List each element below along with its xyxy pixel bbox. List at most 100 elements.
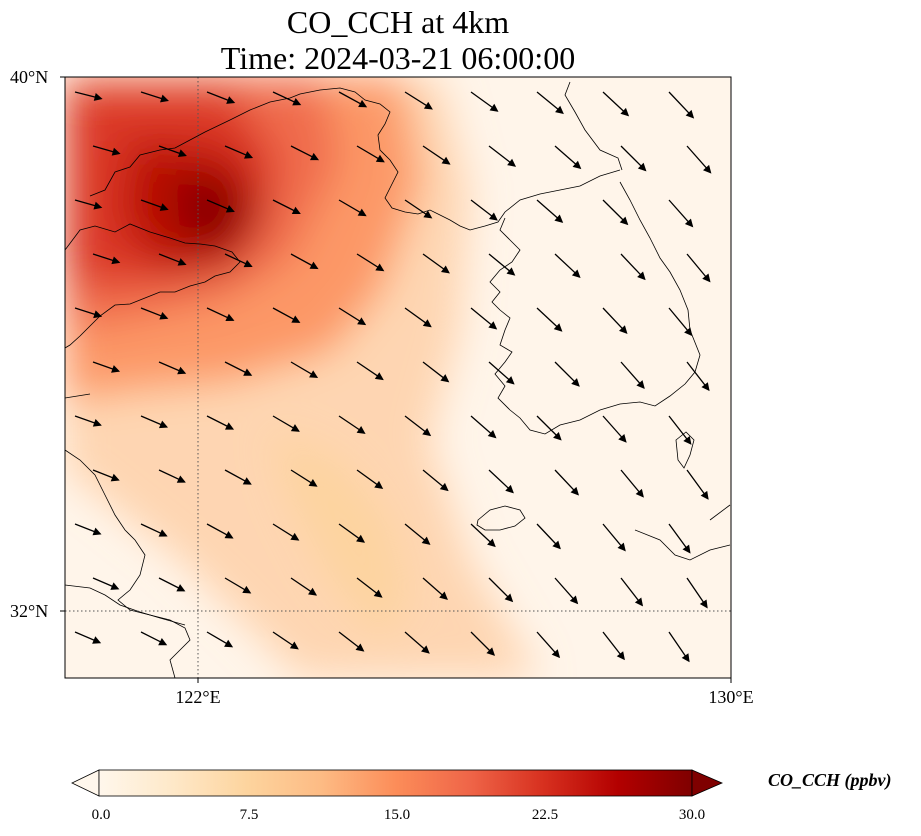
colorbar-tick-0: 0.0	[91, 807, 111, 823]
wind-arrow	[620, 145, 647, 172]
wind-arrow	[356, 577, 383, 598]
wind-arrow	[602, 415, 627, 443]
wind-arrow	[206, 523, 234, 539]
colorbar	[71, 769, 724, 797]
wind-arrow	[602, 199, 629, 226]
wind-arrow	[74, 523, 102, 536]
wind-arrow	[554, 469, 580, 496]
wind-arrow	[554, 577, 579, 605]
wind-arrow	[338, 307, 367, 326]
wind-arrow	[356, 469, 384, 489]
colorbar-label: CO_CCH (ppbv)	[768, 770, 892, 790]
lon-label-130: 130°E	[708, 687, 754, 707]
wind-arrow	[356, 361, 384, 381]
wind-arrow	[92, 253, 121, 265]
wind-arrow	[206, 199, 235, 213]
wind-arrow	[488, 361, 515, 385]
wind-arrow	[422, 469, 449, 492]
colorbar-tick-1: 7.5	[239, 807, 259, 823]
wind-arrow	[224, 577, 252, 594]
wind-arrow	[74, 631, 102, 644]
wind-arrow	[74, 91, 103, 101]
wind-arrow	[290, 145, 320, 161]
wind-arrow	[470, 307, 498, 330]
wind-arrow	[602, 91, 630, 117]
wind-arrow	[686, 361, 710, 392]
wind-arrow	[404, 307, 432, 328]
map-title: CO_CCH at 4km	[286, 4, 510, 40]
wind-arrow	[536, 415, 562, 441]
wind-arrow	[272, 415, 300, 432]
map-subtitle: Time: 2024-03-21 06:00:00	[220, 40, 576, 76]
wind-arrow	[668, 415, 692, 445]
wind-arrow	[404, 91, 433, 110]
wind-arrow	[686, 145, 712, 174]
wind-arrow	[272, 91, 302, 106]
wind-arrow	[488, 253, 516, 276]
wind-arrow	[404, 523, 431, 545]
wind-arrow	[338, 199, 367, 217]
wind-arrow	[290, 253, 319, 270]
wind-arrow	[686, 253, 711, 283]
wind-arrow	[290, 577, 318, 596]
map-plot-area	[65, 77, 731, 678]
wind-arrow	[74, 199, 103, 210]
wind-arrow	[668, 91, 695, 119]
wind-arrow	[140, 307, 169, 320]
lat-label-40: 40°N	[10, 67, 49, 87]
wind-arrow	[272, 631, 299, 650]
wind-arrow	[686, 577, 708, 609]
wind-arrow	[620, 361, 645, 389]
wind-arrow	[422, 253, 450, 274]
wind-arrow	[272, 523, 300, 541]
wind-arrow	[74, 307, 103, 319]
wind-arrow	[536, 199, 564, 223]
wind-arrow	[224, 361, 253, 376]
wind-arrow	[92, 145, 121, 156]
wind-arrow	[554, 145, 582, 170]
wind-arrow	[422, 145, 451, 165]
wind-arrow	[488, 145, 517, 167]
wind-arrow	[470, 91, 499, 112]
wind-arrow	[668, 631, 690, 663]
lon-label-122: 122°E	[175, 687, 221, 707]
wind-arrow	[620, 253, 646, 281]
wind-arrow	[536, 523, 561, 550]
wind-arrow	[224, 469, 252, 485]
wind-arrow	[158, 577, 186, 592]
coastlines	[65, 81, 731, 678]
wind-arrow	[602, 307, 628, 334]
wind-arrow	[158, 361, 187, 375]
wind-arrow	[206, 415, 235, 430]
wind-arrow	[224, 253, 253, 268]
wind-arrow	[488, 577, 514, 603]
colorbar-tick-3: 22.5	[531, 807, 559, 823]
wind-arrow	[158, 469, 186, 483]
wind-arrow	[668, 307, 693, 337]
colorbar-gradient	[98, 769, 693, 797]
wind-arrow	[338, 631, 365, 652]
colorbar-extend-max	[691, 769, 724, 797]
wind-arrow	[224, 145, 254, 159]
wind-arrow	[158, 253, 187, 266]
wind-vectors	[74, 91, 712, 663]
wind-arrow	[470, 199, 498, 221]
concentration-level-5	[175, 175, 245, 250]
wind-arrow	[272, 307, 301, 323]
map-frame	[64, 76, 732, 679]
wind-arrow	[620, 469, 644, 498]
wind-arrow	[668, 199, 694, 228]
wind-arrow	[470, 631, 496, 656]
concentration-field	[65, 77, 540, 678]
wind-arrow	[206, 307, 235, 322]
wind-arrow	[554, 361, 580, 387]
wind-arrow	[470, 415, 497, 439]
wind-arrow	[470, 523, 496, 548]
lat-label-32: 32°N	[10, 601, 49, 621]
wind-arrow	[92, 361, 121, 373]
wind-arrow	[140, 415, 169, 429]
wind-arrow	[620, 577, 644, 607]
wind-arrow	[290, 469, 318, 487]
wind-arrow	[536, 91, 564, 115]
wind-arrow	[338, 523, 366, 543]
